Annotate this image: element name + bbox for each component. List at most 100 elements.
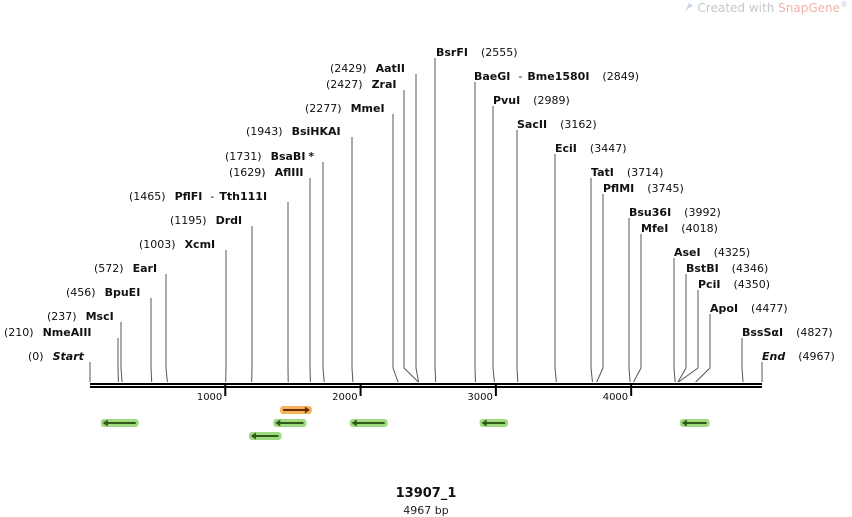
site-enzyme-name: NmeAIII [43,326,92,339]
site-position: (2427) [326,78,363,91]
site-msci[interactable]: (237) MscI [47,310,123,383]
site-start[interactable]: (0) Start [28,350,91,382]
site-leader-tail [150,367,153,383]
feature-arrowhead [351,419,357,427]
feature-reverse-arrow[interactable] [679,419,710,427]
site-leader-tail [415,367,420,383]
site-pcii[interactable]: PciI (4350) [678,278,771,383]
site-enzyme-name: AatII [376,62,405,75]
feature-arrowhead [275,419,281,427]
site-pflmi[interactable]: PflMI (3745) [596,182,684,383]
feature-reverse-arrow[interactable] [273,419,307,427]
site-aatii[interactable]: (2429) AatII [330,62,420,383]
feature-reverse-arrow[interactable] [479,419,509,427]
plasmid-length: 4967 bp [403,504,449,517]
site-enzyme-name: BsaBI [271,150,306,163]
site-zrai[interactable]: (2427) ZraI [326,78,419,383]
site-bsihkai[interactable]: (1943) BsiHKAI [246,125,354,383]
site-leader-tail [695,367,711,383]
site-enzyme-name: TatI [591,166,614,179]
site-enzyme-name: ZraI [372,78,397,91]
site-bsrfi[interactable]: BsrFI (2555) [434,46,518,383]
site-leader-tail [434,367,437,383]
site-nmeaiii[interactable]: (210) NmeAIII [4,326,119,383]
site-enzyme-name: BssSαI [742,326,783,339]
site-position: (4018) [681,222,718,235]
site-leader-tail [673,367,676,383]
site-leader-tail [351,367,354,383]
site-position: (4477) [751,302,788,315]
site-baegi[interactable]: BaeGI - Bme1580I (2849) [474,70,639,383]
site-enzyme-name-2: Bme1580I [527,70,589,83]
axis-tick-label: 2000 [332,392,357,403]
site-position: (237) [47,310,77,323]
site-mmei[interactable]: (2277) MmeI [305,102,399,383]
feature-arrowhead [481,419,487,427]
axis-ticks: 1000 2000 3000 4000 [197,385,633,403]
site-bsssαi[interactable]: BssSαI (4827) [741,326,833,383]
site-leader-tail [596,367,604,383]
site-position: (1943) [246,125,283,138]
site-xcmi[interactable]: (1003) XcmI [139,238,227,383]
backbone-bottom-strand [90,386,762,388]
site-position: (210) [4,326,34,339]
feature-forward-arrow[interactable] [280,406,312,414]
site-drdi[interactable]: (1195) DrdI [170,214,253,383]
site-position: (0) [28,350,44,363]
site-enzyme-name: MscI [86,310,114,323]
site-leader-tail [165,367,168,383]
site-asei[interactable]: AseI (4325) [673,246,750,383]
watermark-prefix: Created with [697,1,779,15]
site-position: (2429) [330,62,367,75]
site-sacii[interactable]: SacII (3162) [516,118,597,383]
site-bsabi[interactable]: (1731) BsaBI * [225,150,325,383]
site-enzyme-name: MmeI [351,102,385,115]
site-position: (1465) [129,190,166,203]
site-afliii[interactable]: (1629) AflIII [229,166,311,383]
feature-reverse-arrow[interactable] [248,432,282,440]
site-enzyme-name: BsiHKAI [292,125,341,138]
site-pflfi[interactable]: (1465) PflFI - Tth111I [129,190,289,383]
site-leader-tail [741,367,744,383]
site-enzyme-name: DrdI [216,214,243,227]
site-mfei[interactable]: MfeI (4018) [633,222,718,383]
site-position: (456) [66,286,96,299]
site-eari[interactable]: (572) EarI [94,262,168,383]
site-position: (1731) [225,150,262,163]
site-enzyme-name: MfeI [641,222,668,235]
site-enzyme-name: PvuI [493,94,520,107]
site-bpuei[interactable]: (456) BpuEI [66,286,153,383]
site-star: * [308,150,314,163]
site-position: (1195) [170,214,207,227]
site-leader-tail [516,367,519,383]
site-position: (4827) [796,326,833,339]
site-bsu36i[interactable]: Bsu36I (3992) [628,206,721,383]
site-position: (4967) [798,350,835,363]
feature-arrowhead [304,406,310,414]
site-tati[interactable]: TatI (3714) [590,166,663,383]
site-dash: - [518,70,522,83]
feature-reverse-arrow[interactable] [100,419,139,427]
site-end[interactable]: End (4967) [761,350,835,382]
site-pvui[interactable]: PvuI (2989) [492,94,570,383]
site-position: (1003) [139,238,176,251]
feature-reverse-arrow[interactable] [349,419,388,427]
site-leader-tail [392,367,399,383]
site-ecii[interactable]: EciI (3447) [554,142,626,383]
site-leader-tail [628,367,631,383]
site-enzyme-name: End [762,350,785,363]
site-leader-tail [554,367,557,383]
site-apoi[interactable]: ApoI (4477) [695,302,788,383]
site-leader-tail [492,367,495,383]
features [100,406,710,440]
site-enzyme-name: XcmI [185,238,216,251]
site-leader-tail [120,367,123,383]
site-position: (3992) [684,206,721,219]
site-position: (4346) [732,262,769,275]
dna-backbone [90,383,762,388]
site-enzyme-name-2: Tth111I [219,190,267,203]
site-bstbi[interactable]: BstBI (4346) [677,262,769,383]
site-position: (2989) [533,94,570,107]
axis-tick-label: 4000 [603,392,628,403]
